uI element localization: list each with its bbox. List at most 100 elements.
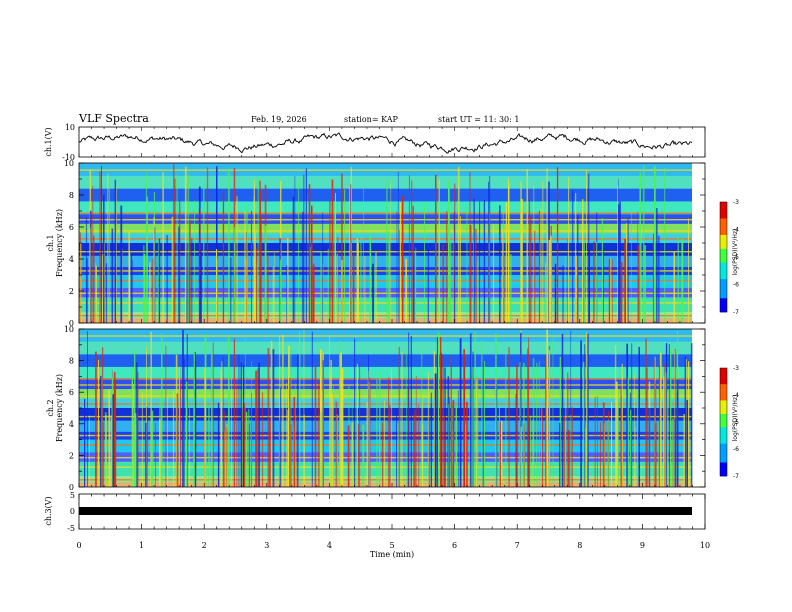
ch1-spec-streak-159: [198, 208, 201, 323]
ch1-spec-streak-225: [146, 196, 148, 323]
ch2-spec-streak-321: [530, 415, 531, 487]
ch2-spec-streak-227: [318, 383, 320, 487]
ch1-spec-streak-221: [166, 235, 168, 323]
ch2-spec-streak-46: [362, 424, 365, 487]
ch2-spec-streak-124: [476, 379, 478, 487]
ch2-spec-streak-160: [101, 376, 103, 487]
ch2-spec-line-6: [79, 403, 692, 405]
ch2-spectrogram-panel: 0 2 4 6 8 10 ch.2 Frequency (kHz): [46, 325, 706, 492]
ch2-spec-streak-88: [654, 356, 656, 487]
ch1-colorbar-seg-6: [720, 218, 727, 222]
ch2-spec-streak-167: [182, 330, 184, 487]
ch1-colorbar-seg-9: [720, 226, 727, 230]
ch2-spec-streak-26: [665, 343, 668, 487]
ch1-spec-streak-197: [688, 218, 689, 323]
ch1-spec-streak-187: [489, 176, 491, 323]
ch2-colorbar-seg-28: [720, 443, 727, 447]
ch1-spec-streak-229: [176, 174, 178, 323]
ch2-colorbar-seg-27: [720, 440, 727, 444]
ch1-spec-band-13: [79, 175, 692, 189]
ch2-spec-streak-63: [617, 389, 619, 487]
ch1-spec-streak-132: [154, 226, 156, 323]
ch1-spec-streak-202: [184, 166, 187, 323]
ch2-spec-streak-209: [134, 350, 136, 487]
ch1-spec-streak-82: [469, 171, 471, 323]
ch2-spec-streak-329: [630, 409, 632, 487]
ch3-ytick-top: 5: [70, 491, 75, 500]
ch1-spec-streak-196: [257, 176, 259, 323]
ch2-spec-streak-280: [257, 368, 259, 487]
ch2-spec-streak-274: [280, 388, 282, 487]
ch2-spec-streak-25: [584, 344, 586, 487]
ch2-spec-ytick-label-5: 10: [64, 325, 74, 334]
ch1-spec-streak-172: [255, 232, 256, 323]
ch1-spec-streak-238: [89, 210, 92, 323]
ch2-spec-streak-122: [376, 379, 378, 487]
ch2-spec-streak-206: [195, 361, 197, 487]
ch2-colorbar-seg-22: [720, 427, 727, 431]
ch2-spec-streak-97: [620, 385, 622, 487]
ch2-spec-streak-259: [520, 332, 522, 487]
header-date: Feb. 19, 2026: [251, 115, 307, 124]
ch2-spec-streak-159: [463, 349, 465, 487]
ch2-spec-streak-302: [272, 349, 275, 487]
ch2-spec-streak-315: [436, 337, 438, 487]
ch1-spec-line-10: [79, 169, 692, 171]
ch2-spec-streak-17: [189, 408, 191, 487]
xtick-label-6: 6: [452, 541, 457, 550]
ch2-colorbar-seg-39: [720, 473, 727, 477]
ch2-spec-streak-219: [136, 362, 138, 487]
ch1-spec-streak-130: [493, 224, 495, 323]
ch2-spec-streak-319: [255, 370, 257, 487]
ch2-spec-streak-316: [621, 363, 623, 487]
ch2-spec-streak-22: [172, 390, 175, 487]
ch2-colorbar-seg-33: [720, 457, 727, 461]
ch1-spec-line-2: [79, 292, 692, 294]
ch1-spec-streak-54: [191, 238, 193, 323]
ch1-spec-streak-146: [152, 258, 154, 323]
ch1-colorbar-seg-25: [720, 270, 727, 274]
ch2-spec-streak-308: [586, 332, 588, 487]
ch1-spec-streak-188: [544, 262, 547, 323]
ch2-spec-streak-335: [267, 348, 270, 487]
ch2-spec-streak-265: [427, 372, 430, 487]
ch3-ytick-bottom: -5: [67, 524, 75, 533]
ch1-colorbar-seg-39: [720, 309, 727, 313]
ch1-spec-streak-77: [203, 185, 205, 323]
ch2-spec-streak-326: [251, 361, 252, 487]
ch2-spec-streak-263: [455, 405, 457, 487]
ch2-spec-streak-228: [104, 412, 107, 487]
ch1-colorbar-seg-36: [720, 301, 727, 305]
ch2-spec-streak-11: [483, 361, 485, 487]
ch1-spec-streak-70: [329, 201, 331, 323]
ch1-spec-streak-58: [533, 185, 535, 323]
ch1-spec-line-6: [79, 238, 692, 240]
ch1-colorbar-seg-35: [720, 298, 727, 302]
ch1-spec-band-6: [79, 255, 692, 267]
ch2-spec-streak-261: [614, 345, 617, 487]
ch2-spec-streak-256: [295, 383, 296, 487]
ch1-spec-streak-94: [617, 185, 619, 323]
ch1-spec-streak-131: [427, 248, 429, 323]
ch2-spec-streak-285: [520, 426, 522, 487]
ch1-spec-streak-64: [206, 167, 209, 323]
ch1-spec-streak-117: [341, 260, 343, 323]
ch1-colorbar-seg-30: [720, 284, 727, 288]
ch2-spec-streak-301: [112, 394, 115, 487]
ch1-spec-streak-207: [363, 180, 364, 323]
ch3-waveform-panel: 5 0 -5 ch.3(V) 0 1 2 3 4 5 6 7 8 9 10 Time (min): [44, 127, 710, 559]
ch2-spec-streak-181: [433, 351, 435, 487]
ch1-spec-streak-13: [442, 244, 444, 323]
ch2-spec-streak-99: [594, 397, 596, 487]
ch1-colorbar-seg-17: [720, 248, 727, 252]
ch2-spec-streak-279: [367, 371, 369, 487]
ch2-spec-streak-151: [441, 353, 442, 487]
ch2-colorbar-seg-12: [720, 400, 727, 404]
ch1-colorbar-gradient: -3 -4 -5 -6 -7: [719, 199, 739, 316]
ch2-spec-streak-107: [270, 340, 273, 487]
ch1-colorbar-seg-18: [720, 251, 727, 255]
ch2-spec-streak-104: [243, 364, 245, 487]
ch2-spec-streak-213: [289, 377, 291, 487]
ch2-spec-streak-225: [552, 335, 554, 487]
ch1-spec-streak-198: [582, 199, 584, 323]
